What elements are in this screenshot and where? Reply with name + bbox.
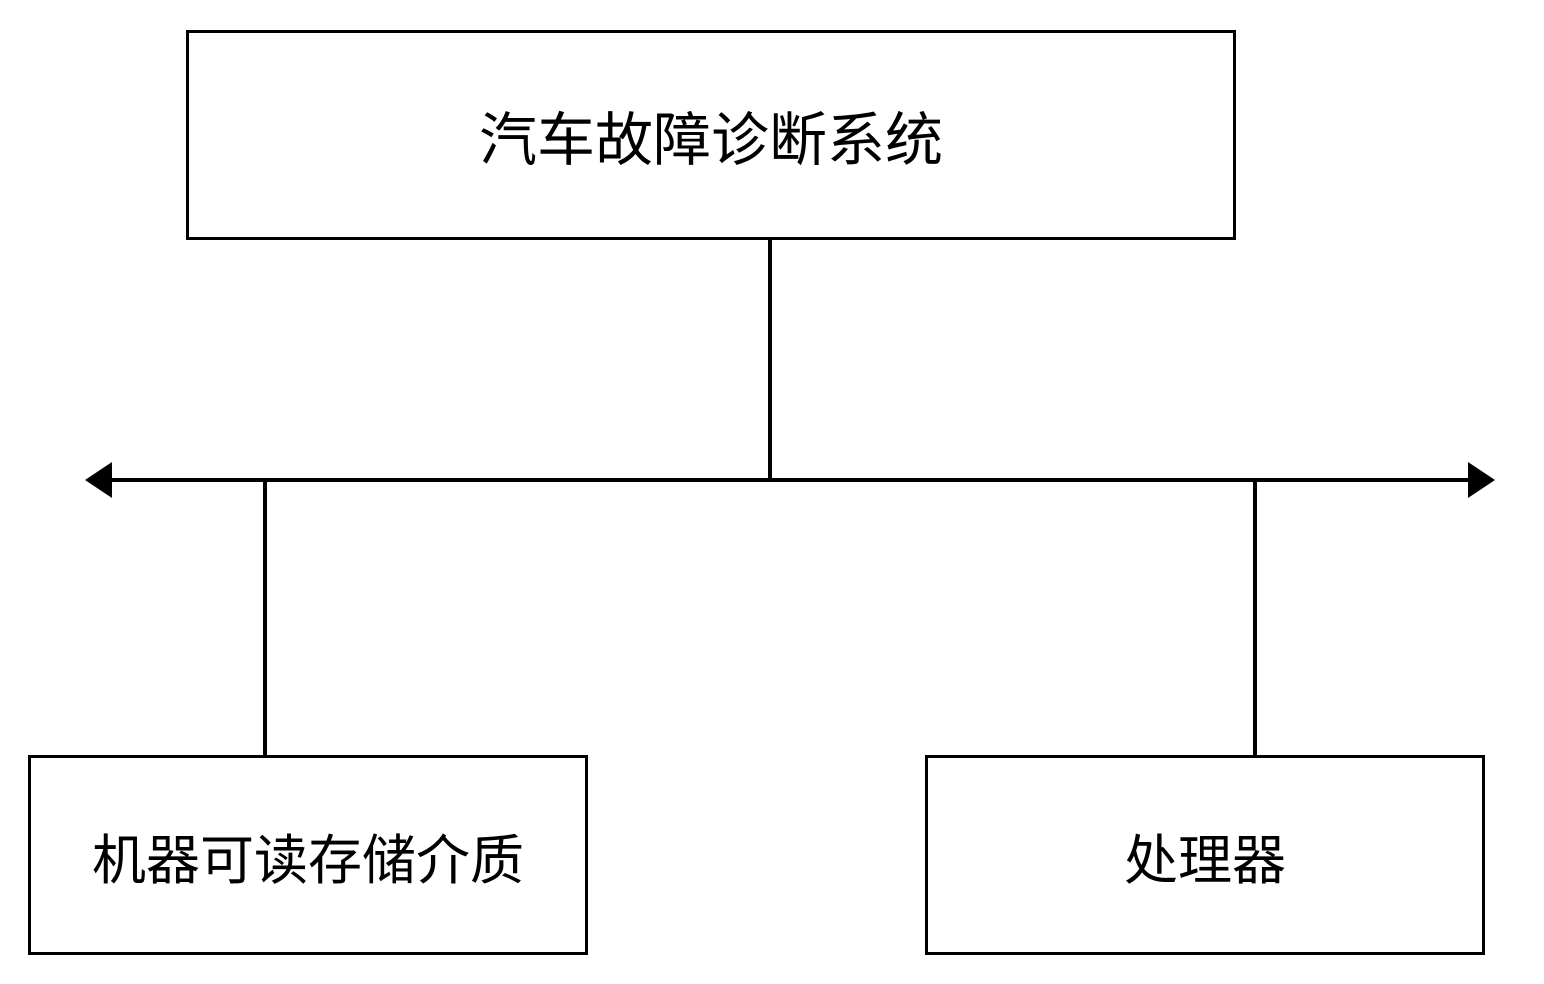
node-processor-label: 处理器	[1124, 816, 1286, 895]
node-storage-label: 机器可读存储介质	[92, 816, 524, 895]
node-root: 汽车故障诊断系统	[186, 30, 1236, 240]
node-root-label: 汽车故障诊断系统	[479, 93, 943, 177]
node-processor: 处理器	[925, 755, 1485, 955]
node-storage: 机器可读存储介质	[28, 755, 588, 955]
